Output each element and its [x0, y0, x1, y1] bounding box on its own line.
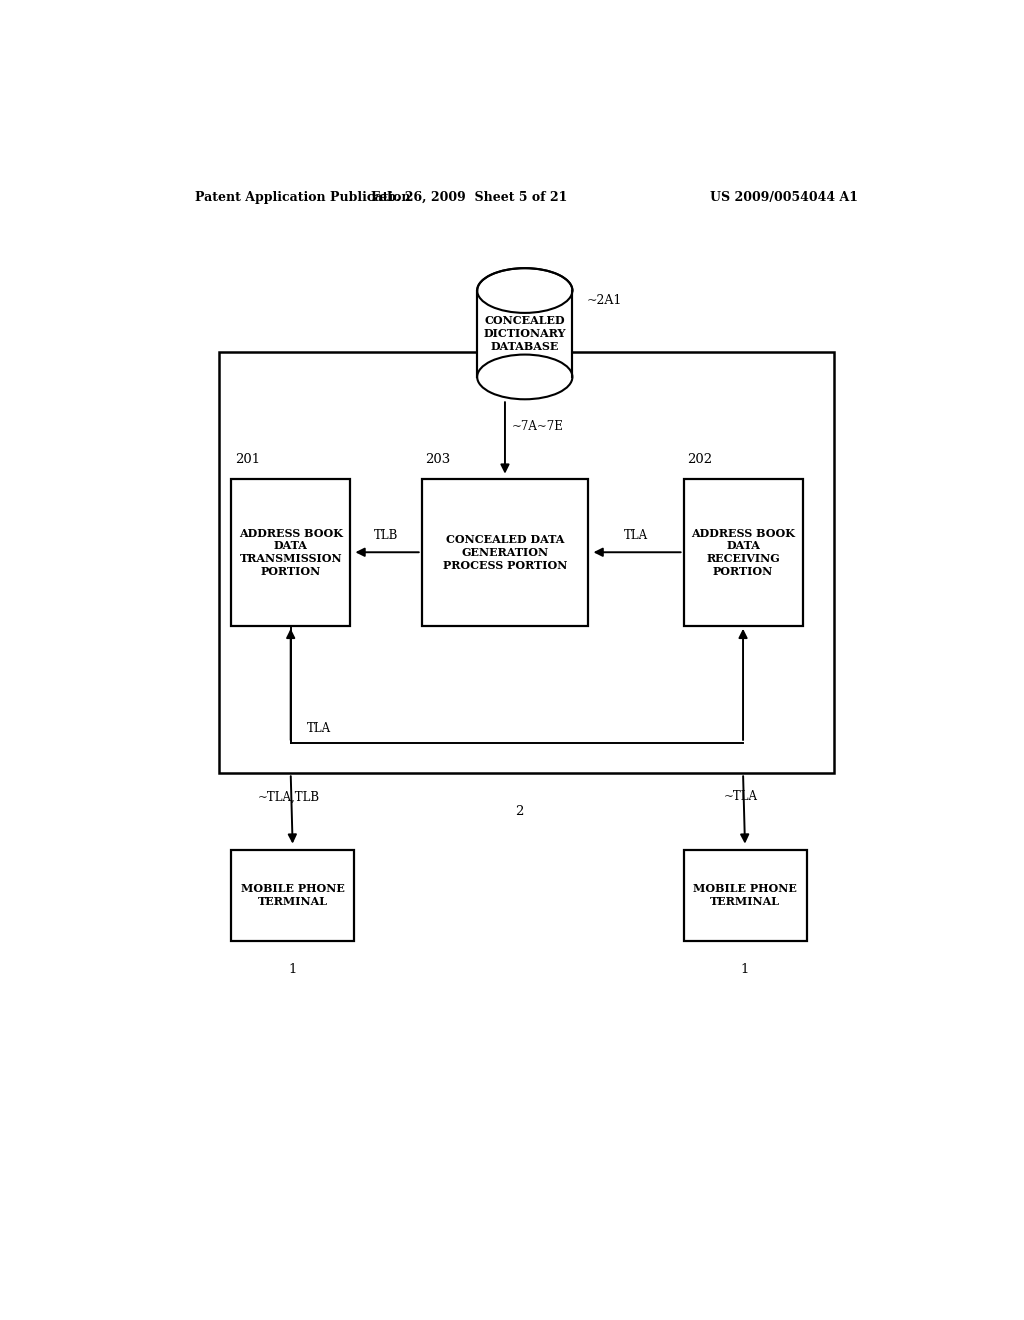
Text: ~TLA: ~TLA	[724, 791, 758, 804]
Text: FIG. 5: FIG. 5	[489, 290, 560, 310]
Text: US 2009/0054044 A1: US 2009/0054044 A1	[710, 190, 858, 203]
Text: CONCEALED DATA
GENERATION
PROCESS PORTION: CONCEALED DATA GENERATION PROCESS PORTIO…	[442, 535, 567, 570]
Text: 203: 203	[426, 453, 451, 466]
Text: ~TLA,TLB: ~TLA,TLB	[258, 791, 319, 804]
Text: Feb. 26, 2009  Sheet 5 of 21: Feb. 26, 2009 Sheet 5 of 21	[371, 190, 567, 203]
Text: ADDRESS BOOK
DATA
RECEIVING
PORTION: ADDRESS BOOK DATA RECEIVING PORTION	[691, 528, 795, 577]
Text: TLA: TLA	[624, 529, 648, 543]
Text: TLA: TLA	[306, 722, 331, 735]
Bar	[231, 850, 354, 941]
Text: ~7A~7E: ~7A~7E	[511, 420, 563, 433]
Bar	[219, 351, 835, 774]
Bar	[477, 290, 572, 378]
Ellipse shape	[477, 268, 572, 313]
Text: Patent Application Publication: Patent Application Publication	[196, 190, 411, 203]
Text: 1: 1	[740, 964, 750, 977]
Bar	[231, 479, 350, 626]
Text: ~2A1: ~2A1	[587, 294, 622, 308]
Text: 1: 1	[289, 964, 297, 977]
Text: ADDRESS BOOK
DATA
TRANSMISSION
PORTION: ADDRESS BOOK DATA TRANSMISSION PORTION	[239, 528, 343, 577]
Text: 2: 2	[515, 805, 523, 818]
Text: CONCEALED
DICTIONARY
DATABASE: CONCEALED DICTIONARY DATABASE	[483, 315, 566, 352]
Bar	[684, 479, 803, 626]
Bar	[684, 850, 807, 941]
Text: TLB: TLB	[374, 529, 398, 543]
Text: 201: 201	[236, 453, 260, 466]
Ellipse shape	[477, 355, 572, 399]
Text: MOBILE PHONE
TERMINAL: MOBILE PHONE TERMINAL	[241, 883, 345, 907]
Text: 202: 202	[687, 453, 713, 466]
Text: MOBILE PHONE
TERMINAL: MOBILE PHONE TERMINAL	[693, 883, 797, 907]
Bar	[422, 479, 588, 626]
